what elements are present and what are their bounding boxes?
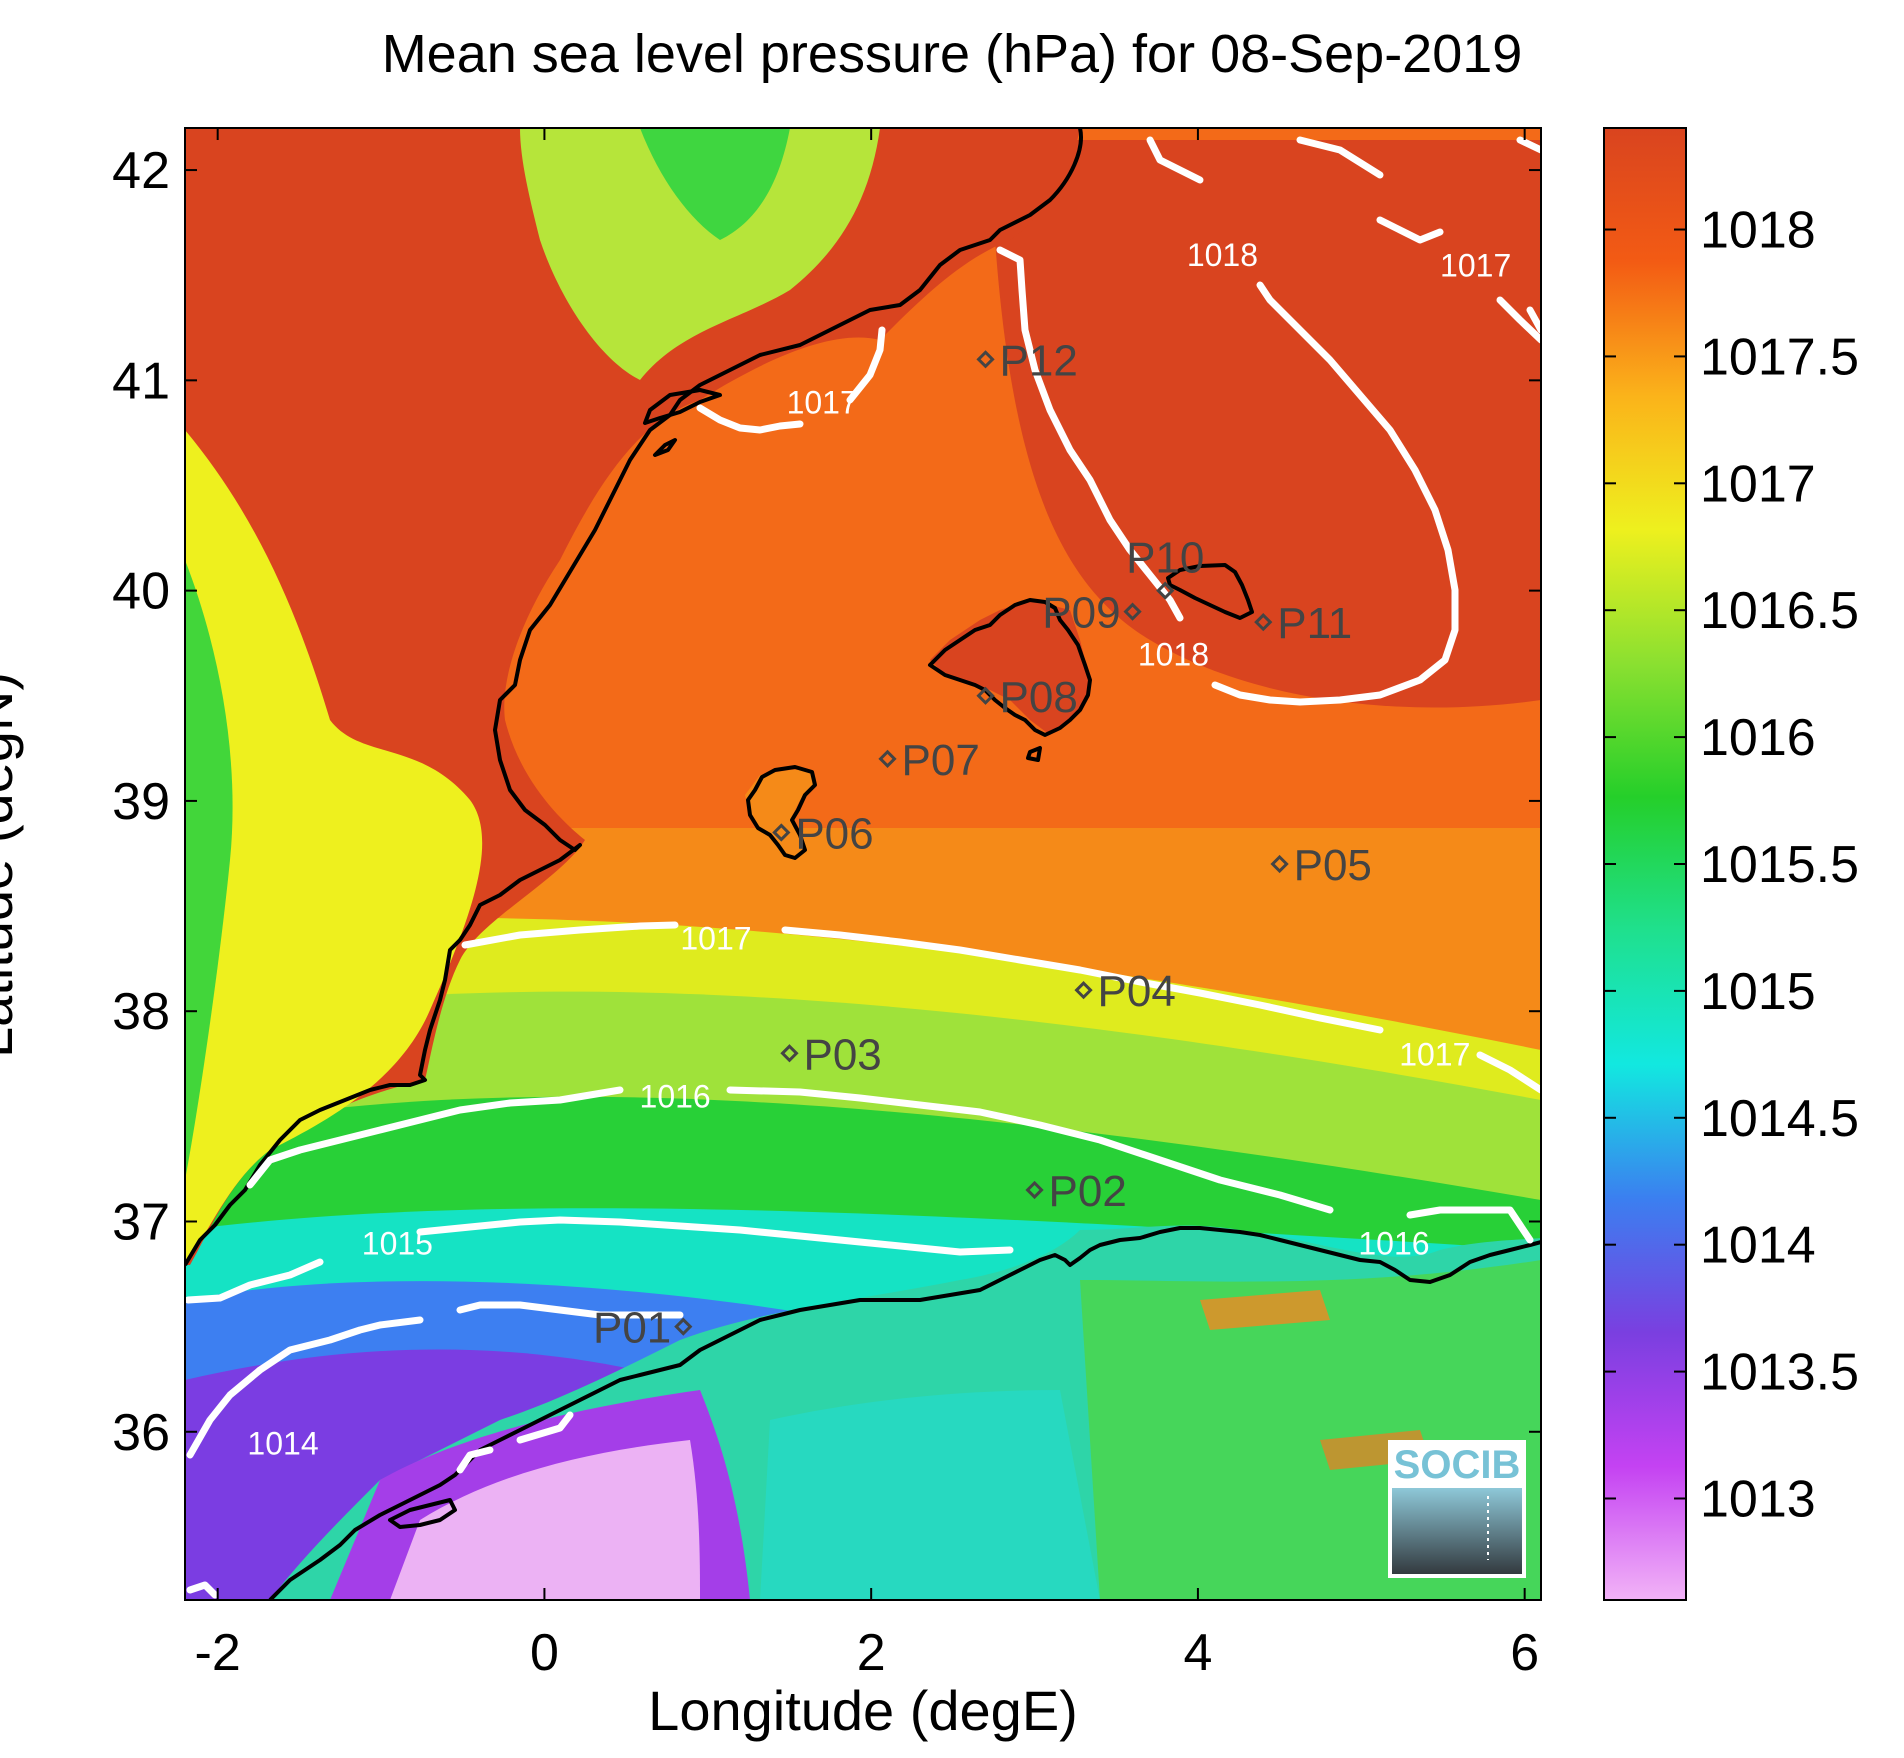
isobar-label: 1017 — [787, 384, 858, 420]
isobar-label: 1018 — [1187, 237, 1258, 273]
colorbar-tick-label: 1018 — [1700, 202, 1816, 260]
colorbar-tick-label: 1015 — [1700, 963, 1816, 1021]
isobar-label: 1017 — [1440, 248, 1511, 284]
isobar-label: 1014 — [247, 1425, 318, 1461]
station-label: P07 — [902, 736, 980, 785]
x-tick-label: 2 — [857, 1624, 886, 1682]
station-marker — [1074, 981, 1093, 1000]
colorbar-tick-label: 1017.5 — [1700, 328, 1859, 386]
isobar-label: 1016 — [1358, 1226, 1429, 1262]
x-tick-label: 4 — [1183, 1624, 1212, 1682]
colorbar-ticks: 1013 1013.5 1014 1014.5 1015 1015.5 1016 1016.5… — [1604, 202, 1859, 1528]
colorbar — [1603, 127, 1687, 1601]
station-label: P10 — [1126, 534, 1204, 583]
station-label: P11 — [1277, 599, 1352, 648]
colorbar-tick-label: 1016 — [1700, 709, 1816, 767]
x-tick-label: -2 — [195, 1624, 241, 1682]
colorbar-tick-label: 1014.5 — [1700, 1090, 1859, 1148]
y-tick-label: 42 — [112, 142, 170, 200]
y-axis-ticks: 36 37 38 39 40 41 42 — [112, 142, 1541, 1462]
y-tick-label: 39 — [112, 773, 170, 831]
isobar-labels: 1014 1015 1016 1016 1017 1017 1017 1017 1018 1018 — [247, 237, 1511, 1461]
isobar-label: 1017 — [1399, 1036, 1470, 1072]
socib-logo: SOCIB — [1388, 1440, 1526, 1578]
station-marker — [1254, 613, 1273, 632]
y-tick-label: 36 — [112, 1404, 170, 1462]
station-marker — [976, 350, 995, 369]
colorbar-tick-label: 1014 — [1700, 1217, 1816, 1275]
colorbar-tick-label: 1017 — [1700, 455, 1816, 513]
station-marker — [1156, 581, 1175, 600]
station-marker — [878, 749, 897, 768]
colorbar-tick-label: 1016.5 — [1700, 582, 1859, 640]
x-axis-label: Longitude (degE) — [648, 1679, 1078, 1742]
y-tick-label: 38 — [112, 983, 170, 1041]
station-marker — [1270, 854, 1289, 874]
station-label: P12 — [1000, 336, 1078, 385]
colorbar-tick-label: 1015.5 — [1700, 836, 1859, 894]
station-marker — [674, 1317, 693, 1336]
station-label: P02 — [1049, 1167, 1127, 1216]
station-marker — [772, 823, 791, 842]
station-label: P09 — [1042, 589, 1120, 638]
isobar-label: 1018 — [1138, 637, 1209, 673]
colorbar-tick-label: 1013.5 — [1700, 1344, 1859, 1402]
logo-text: SOCIB — [1394, 1443, 1521, 1487]
x-axis-ticks: -2 0 2 4 6 — [195, 128, 1539, 1682]
station-label: P03 — [803, 1030, 881, 1079]
station-marker — [1025, 1180, 1044, 1200]
isobar-label: 1017 — [680, 921, 751, 957]
station-marker — [780, 1044, 799, 1063]
station-label: P04 — [1098, 967, 1176, 1016]
plot-frame — [184, 127, 1542, 1601]
station-label: P01 — [593, 1304, 671, 1353]
station-marker — [1123, 602, 1142, 621]
x-tick-label: 6 — [1510, 1624, 1539, 1682]
y-tick-label: 37 — [112, 1193, 170, 1251]
y-tick-label: 40 — [112, 563, 170, 621]
map-title: Mean sea level pressure (hPa) for 08-Sep… — [381, 24, 1523, 84]
colorbar-tick-label: 1013 — [1700, 1470, 1816, 1528]
station-label: P06 — [795, 809, 873, 858]
isobar-label: 1015 — [362, 1226, 433, 1262]
station-label: P08 — [1000, 673, 1078, 722]
station-label: P05 — [1294, 841, 1372, 890]
isobar-lines — [185, 136, 1541, 1599]
station-marker — [976, 686, 995, 705]
x-tick-label: 0 — [530, 1624, 559, 1682]
isobar-label: 1016 — [640, 1078, 711, 1114]
y-tick-label: 41 — [112, 352, 170, 410]
